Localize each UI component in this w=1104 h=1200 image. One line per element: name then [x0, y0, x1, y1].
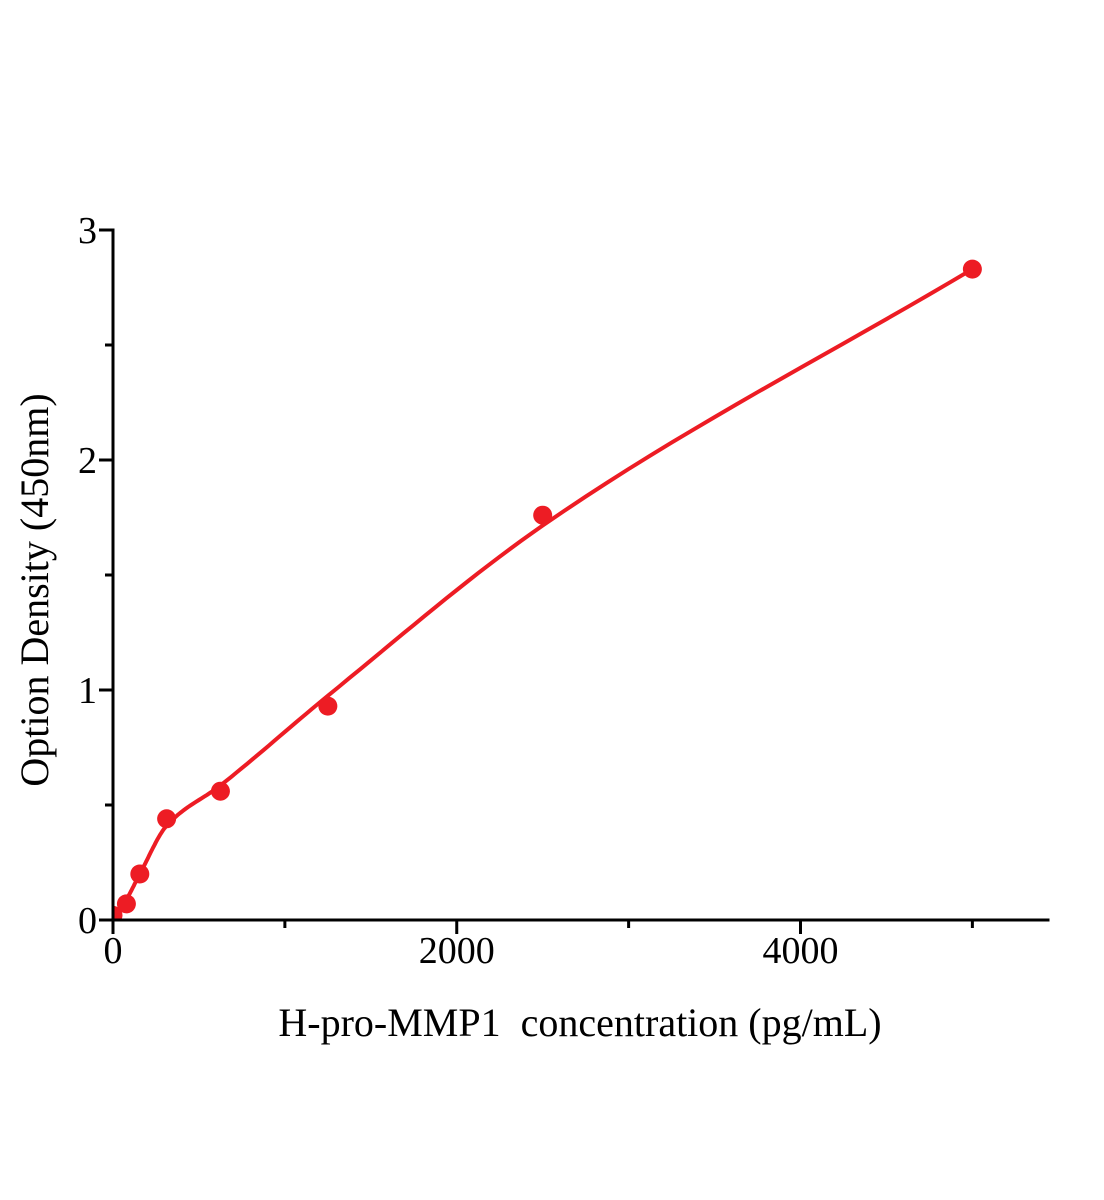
y-axis-label: Option Density (450nm): [12, 393, 57, 786]
y-tick-label: 3: [78, 210, 97, 252]
tick-label-layer: 0 2000 4000 0 1 2 3: [78, 210, 839, 972]
axes-layer: [99, 228, 1050, 934]
x-tick-label: 2000: [419, 930, 495, 972]
data-point-marker: [116, 894, 136, 914]
y-tick-label: 0: [78, 900, 97, 942]
data-layer: [113, 259, 982, 920]
y-tick-label: 1: [78, 670, 97, 712]
data-point-marker: [533, 505, 553, 525]
data-point-marker: [318, 696, 338, 716]
data-point-marker: [962, 259, 982, 279]
y-tick-label: 2: [78, 440, 97, 482]
x-axis-label: H-pro-MMP1 concentration (pg/mL): [278, 1000, 881, 1045]
data-point-marker: [210, 781, 230, 801]
x-tick-label: 4000: [763, 930, 839, 972]
x-tick-label: 0: [104, 930, 123, 972]
data-point-marker: [157, 809, 177, 829]
fit-curve-line: [113, 267, 975, 920]
data-point-marker: [130, 864, 150, 884]
